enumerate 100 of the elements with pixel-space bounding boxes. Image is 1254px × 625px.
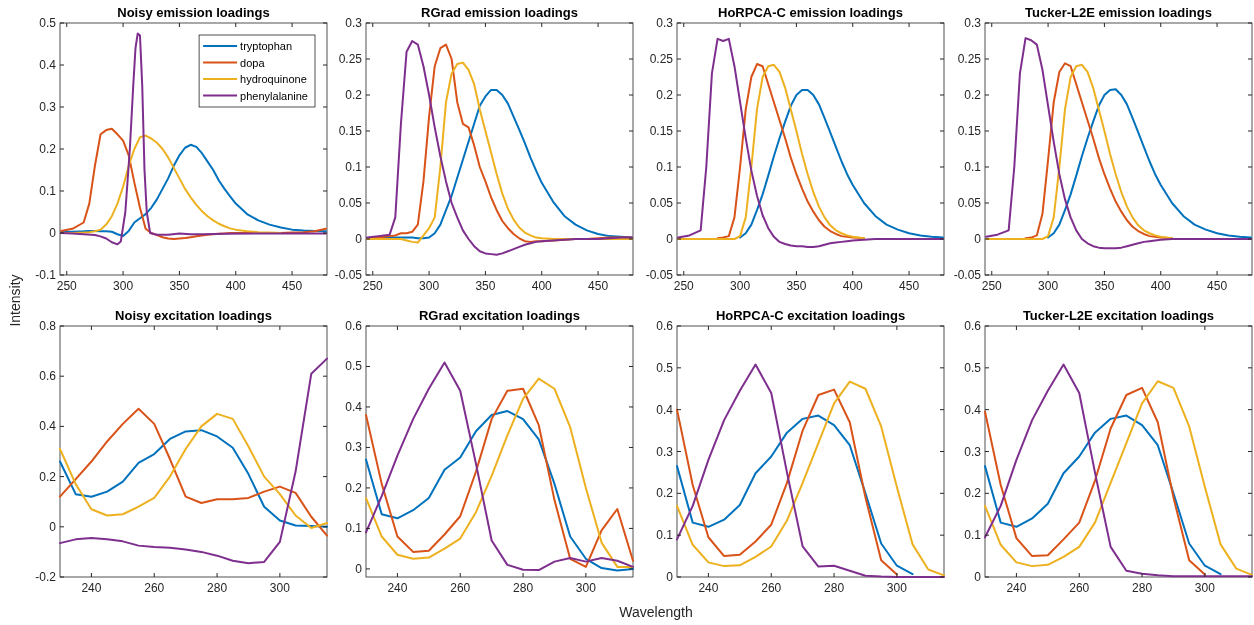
y-tick-label: 0.1 [964,528,982,543]
y-tick-label: 0.3 [964,16,982,30]
line-series [60,143,327,237]
x-tick-label: 300 [269,581,291,595]
chart-title: Tucker-L2E excitation loadings [1022,308,1215,323]
y-tick-label: 0.5 [656,360,674,375]
y-tick-label: 0 [666,570,674,584]
x-tick-label: 280 [824,581,845,595]
x-tick-label: 450 [1207,279,1228,293]
x-tick-label: 260 [1069,581,1090,595]
y-tick-label: -0.05 [334,268,363,282]
y-tick-label: 0.1 [656,160,674,174]
chart-title: RGrad emission loadings [421,5,578,20]
x-tick-label: 300 [886,581,908,595]
line-series [59,429,328,528]
y-tick-label: 0.3 [964,444,982,459]
x-tick-label: 260 [450,581,471,595]
line-series [676,414,914,576]
y-tick-label: 0.15 [649,124,674,138]
y-tick-label: 0.3 [345,440,363,455]
y-tick-label: 0 [666,232,674,246]
x-tick-label: 250 [56,279,78,293]
y-tick-label: 0 [355,561,363,576]
legend-label: dopa [240,56,266,69]
y-tick-label: 0.05 [649,196,674,210]
x-tick-label: 280 [207,581,228,595]
x-tick-label: 250 [673,279,695,293]
line-series [984,414,1222,576]
line-series [739,88,944,239]
y-tick-label: 0.6 [345,319,363,333]
y-tick-label: 0.6 [964,319,982,333]
x-tick-label: 450 [899,279,920,293]
y-tick-label: 0.05 [957,196,982,210]
x-tick-label: 250 [362,279,384,293]
x-tick-label: 300 [575,581,597,595]
y-tick-label: 0 [49,226,57,240]
y-tick-label: 0.5 [345,359,363,374]
y-tick-label: 0.6 [39,369,57,384]
y-tick-label: 0.3 [345,16,363,30]
x-tick-label: 400 [225,279,247,293]
chart-title: Noisy excitation loadings [115,308,272,323]
x-tick-label: 450 [282,279,303,293]
y-tick-label: 0.3 [39,100,57,114]
chart-title: Noisy emission loadings [117,5,270,20]
x-axis-title: Wavelength [619,604,693,620]
y-tick-label: 0.25 [649,52,674,66]
y-tick-label: 0.4 [39,58,57,72]
y-tick-label: 0.4 [656,402,674,417]
y-tick-label: 0.2 [345,480,363,495]
x-tick-label: 300 [1194,581,1216,595]
y-tick-label: 0.2 [39,469,57,484]
y-tick-label: 0.4 [964,402,982,417]
y-tick-label: 0.15 [957,124,982,138]
y-axis-title: Intensity [7,274,23,327]
x-tick-label: 350 [786,279,807,293]
chart-title: HoRPCA-C emission loadings [718,5,903,20]
y-tick-label: 0 [355,232,363,246]
legend-label: hydroquinone [240,73,307,85]
x-tick-label: 400 [531,279,553,293]
x-tick-label: 350 [475,279,496,293]
y-tick-label: -0.05 [953,268,982,282]
y-tick-label: 0.1 [656,528,674,543]
y-tick-label: 0.2 [39,142,57,156]
y-tick-label: 0.2 [345,88,363,102]
x-tick-label: 300 [1038,279,1059,293]
y-tick-label: 0 [974,570,982,584]
legend-label: phenylalanine [240,89,308,102]
y-tick-label: 0.25 [957,52,982,66]
x-tick-label: 300 [419,279,440,293]
y-tick-label: 0.6 [656,319,674,333]
x-tick-label: 400 [1150,279,1172,293]
y-tick-label: 0.1 [345,160,363,174]
y-tick-label: 0 [49,519,57,534]
line-series [59,357,328,565]
legend-label: tryptophan [240,40,293,52]
line-series [1047,88,1252,239]
x-tick-label: 260 [761,581,782,595]
y-tick-label: 0.4 [345,399,363,414]
chart-title: Tucker-L2E emission loadings [1025,5,1212,20]
x-tick-label: 280 [513,581,534,595]
x-tick-label: 240 [698,581,719,595]
y-tick-label: 0.25 [338,52,363,66]
x-tick-label: 300 [730,279,751,293]
chart-title: HoRPCA-C excitation loadings [715,308,906,323]
x-tick-label: 450 [588,279,609,293]
line-series [984,386,1206,576]
y-tick-label: 0.2 [656,88,674,102]
y-tick-label: 0.2 [656,486,674,501]
y-tick-label: 0.4 [39,419,57,434]
x-tick-label: 250 [981,279,1003,293]
y-tick-label: 0.05 [338,196,363,210]
y-tick-label: 0.2 [964,486,982,501]
x-tick-label: 240 [1006,581,1027,595]
x-tick-label: 350 [169,279,190,293]
x-tick-label: 260 [144,581,165,595]
x-tick-label: 240 [81,581,102,595]
line-series [676,388,898,576]
y-tick-label: 0.3 [656,16,674,30]
y-tick-label: 0.5 [964,360,982,375]
y-tick-label: -0.1 [35,268,57,282]
